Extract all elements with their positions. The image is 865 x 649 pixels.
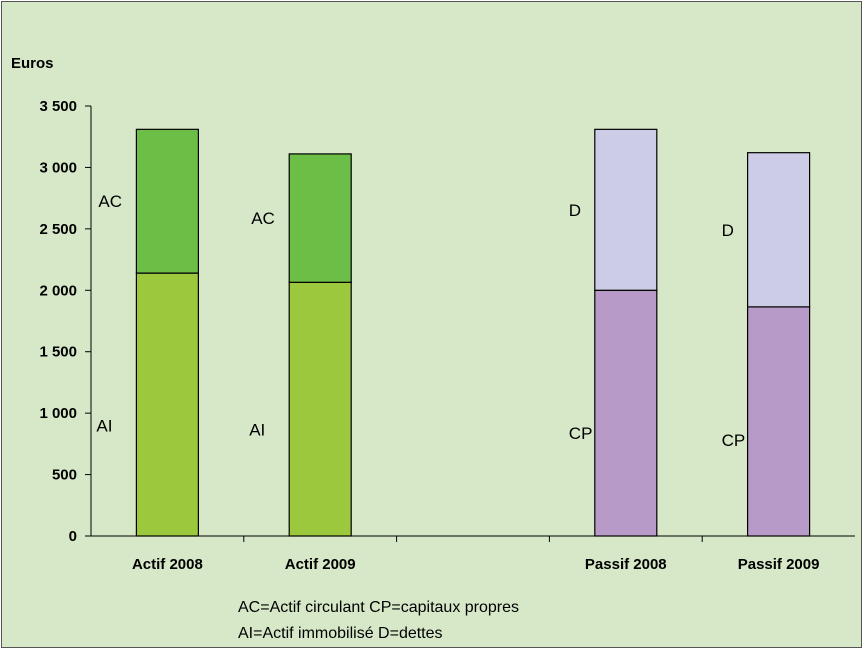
category-labels: Actif 2008 Actif 2009 Passif 2008 Passif 20…: [132, 556, 820, 573]
segment-label: CP: [722, 431, 746, 450]
y-tick-label: 3 000: [39, 159, 77, 176]
note-line-1: AC=Actif circulant CP=capitaux propres: [238, 599, 519, 616]
segment-label: AI: [96, 417, 112, 436]
category-label: Actif 2008: [132, 556, 203, 573]
bar-segment: [746, 306, 811, 537]
y-tick-label: 2 500: [39, 221, 77, 238]
segment-label: AC: [98, 192, 122, 211]
axes: [90, 106, 855, 542]
bars: [135, 128, 811, 537]
y-tick-label: 1 000: [39, 405, 77, 422]
y-ticks: 0 500 1 000 1 500 2 000 2 500 3 000 3 500: [39, 98, 91, 545]
segment-label: CP: [569, 424, 593, 443]
bar-segment: [746, 152, 811, 308]
y-tick-label: 2 000: [39, 282, 77, 299]
segment-labels: AI AC AI AC CP D CP D: [96, 192, 745, 450]
category-label: Passif 2008: [585, 556, 667, 573]
bar-segment: [288, 153, 352, 283]
note-line-2: AI=Actif immobilisé D=dettes: [238, 625, 443, 642]
bar-segment: [135, 272, 199, 537]
segment-label: D: [569, 201, 581, 220]
y-tick-label: 3 500: [39, 98, 77, 115]
category-label: Actif 2009: [285, 556, 356, 573]
y-axis-title: Euros: [11, 55, 54, 72]
y-tick-label: 1 500: [39, 344, 77, 361]
y-tick-label: 500: [52, 467, 77, 484]
bar-segment: [594, 128, 658, 291]
segment-label: D: [722, 221, 734, 240]
segment-label: AC: [251, 209, 275, 228]
segment-label: AI: [249, 420, 265, 439]
category-label: Passif 2009: [738, 556, 820, 573]
bar-segment: [288, 281, 352, 537]
bar-segment: [594, 289, 658, 537]
bar-segment: [135, 128, 199, 274]
y-tick-label: 0: [69, 528, 77, 545]
